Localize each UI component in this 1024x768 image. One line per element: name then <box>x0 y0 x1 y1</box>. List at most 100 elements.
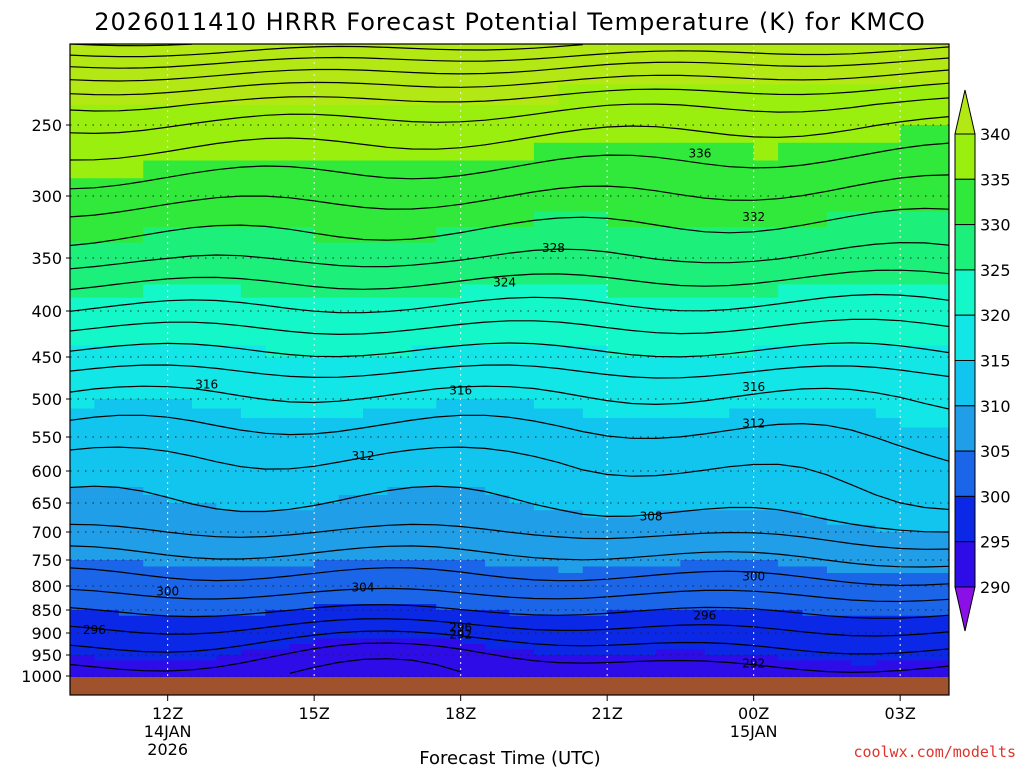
contour-line <box>70 69 949 96</box>
band-cell <box>314 142 340 162</box>
band-cell <box>826 160 852 179</box>
band-cell <box>826 573 852 581</box>
band-cell <box>900 539 926 547</box>
band-cell <box>338 539 364 547</box>
band-cell <box>192 479 218 488</box>
band-cell <box>167 665 193 672</box>
band-cell <box>607 142 633 162</box>
band-cell <box>680 418 706 429</box>
band-cell <box>533 655 559 661</box>
band-cell <box>387 532 413 540</box>
band-cell <box>656 660 682 667</box>
band-cell <box>192 610 218 617</box>
band-cell <box>265 211 291 228</box>
band-cell <box>192 670 218 677</box>
band-cell <box>240 271 266 286</box>
band-cell <box>411 532 437 540</box>
band-cell <box>533 621 559 628</box>
band-cell <box>216 665 242 672</box>
band-cell <box>216 242 242 259</box>
band-cell <box>582 160 608 179</box>
band-cell <box>533 586 559 593</box>
band-cell <box>826 408 852 419</box>
band-cell <box>509 579 535 587</box>
band-cell <box>680 211 706 228</box>
band-cell <box>70 638 96 645</box>
band-cell <box>802 445 828 455</box>
band-cell <box>533 408 559 419</box>
band-cell <box>631 524 657 533</box>
band-cell <box>704 546 730 554</box>
band-cell <box>338 104 364 126</box>
band-cell <box>558 604 584 611</box>
band-cell <box>802 227 828 244</box>
band-cell <box>582 408 608 419</box>
band-cell <box>70 334 96 347</box>
band-cell <box>607 592 633 599</box>
band-cell <box>338 471 364 480</box>
band-cell <box>289 579 315 587</box>
y-tick-label: 800 <box>31 577 62 596</box>
band-cell <box>924 627 949 634</box>
band-cell <box>582 566 608 574</box>
band-cell <box>265 566 291 574</box>
band-cell <box>411 660 437 667</box>
band-cell <box>167 445 193 455</box>
band-cell <box>558 566 584 574</box>
band-cell <box>289 546 315 554</box>
band-cell <box>924 258 949 272</box>
band-cell <box>631 311 657 324</box>
band-cell <box>607 399 633 410</box>
contour-line <box>70 630 949 655</box>
band-cell <box>70 271 96 286</box>
band-cell <box>851 610 877 617</box>
band-cell <box>582 471 608 480</box>
band-cell <box>729 621 755 628</box>
band-cell <box>582 437 608 447</box>
band-cell <box>70 284 96 299</box>
band-cell <box>509 227 535 244</box>
contour-line <box>70 604 949 619</box>
band-cell <box>167 454 193 464</box>
band-cell <box>875 532 901 540</box>
band-cell <box>924 142 949 162</box>
band-cell <box>607 604 633 611</box>
band-cell <box>924 271 949 286</box>
band-cell <box>387 378 413 390</box>
y-tick-label: 850 <box>31 601 62 620</box>
band-cell <box>802 566 828 574</box>
band-cell <box>314 660 340 667</box>
band-cell <box>509 211 535 228</box>
band-cell <box>875 487 901 496</box>
band-cell <box>411 84 437 106</box>
band-cell <box>631 566 657 574</box>
band-cell <box>216 378 242 390</box>
credit-link[interactable]: coolwx.com/modelts <box>853 743 1016 761</box>
band-cell <box>656 566 682 574</box>
band-cell <box>167 437 193 447</box>
band-cell <box>826 604 852 611</box>
band-cell <box>363 367 389 379</box>
band-cell <box>802 610 828 617</box>
band-cell <box>656 345 682 358</box>
band-cell <box>485 627 511 634</box>
band-cell <box>680 660 706 667</box>
band-cell <box>240 553 266 561</box>
band-cell <box>411 445 437 455</box>
band-cell <box>485 655 511 661</box>
band-cell <box>631 644 657 651</box>
band-cell <box>363 178 389 197</box>
band-cell <box>778 471 804 480</box>
band-cell <box>607 227 633 244</box>
band-cell <box>704 227 730 244</box>
band-cell <box>582 649 608 656</box>
band-cell <box>509 598 535 605</box>
band-cell <box>656 633 682 640</box>
band-cell <box>778 644 804 651</box>
band-cell <box>289 586 315 593</box>
band-cell <box>607 598 633 605</box>
band-cell <box>509 178 535 197</box>
band-cell <box>753 454 779 464</box>
band-cell <box>216 479 242 488</box>
band-cell <box>265 284 291 299</box>
